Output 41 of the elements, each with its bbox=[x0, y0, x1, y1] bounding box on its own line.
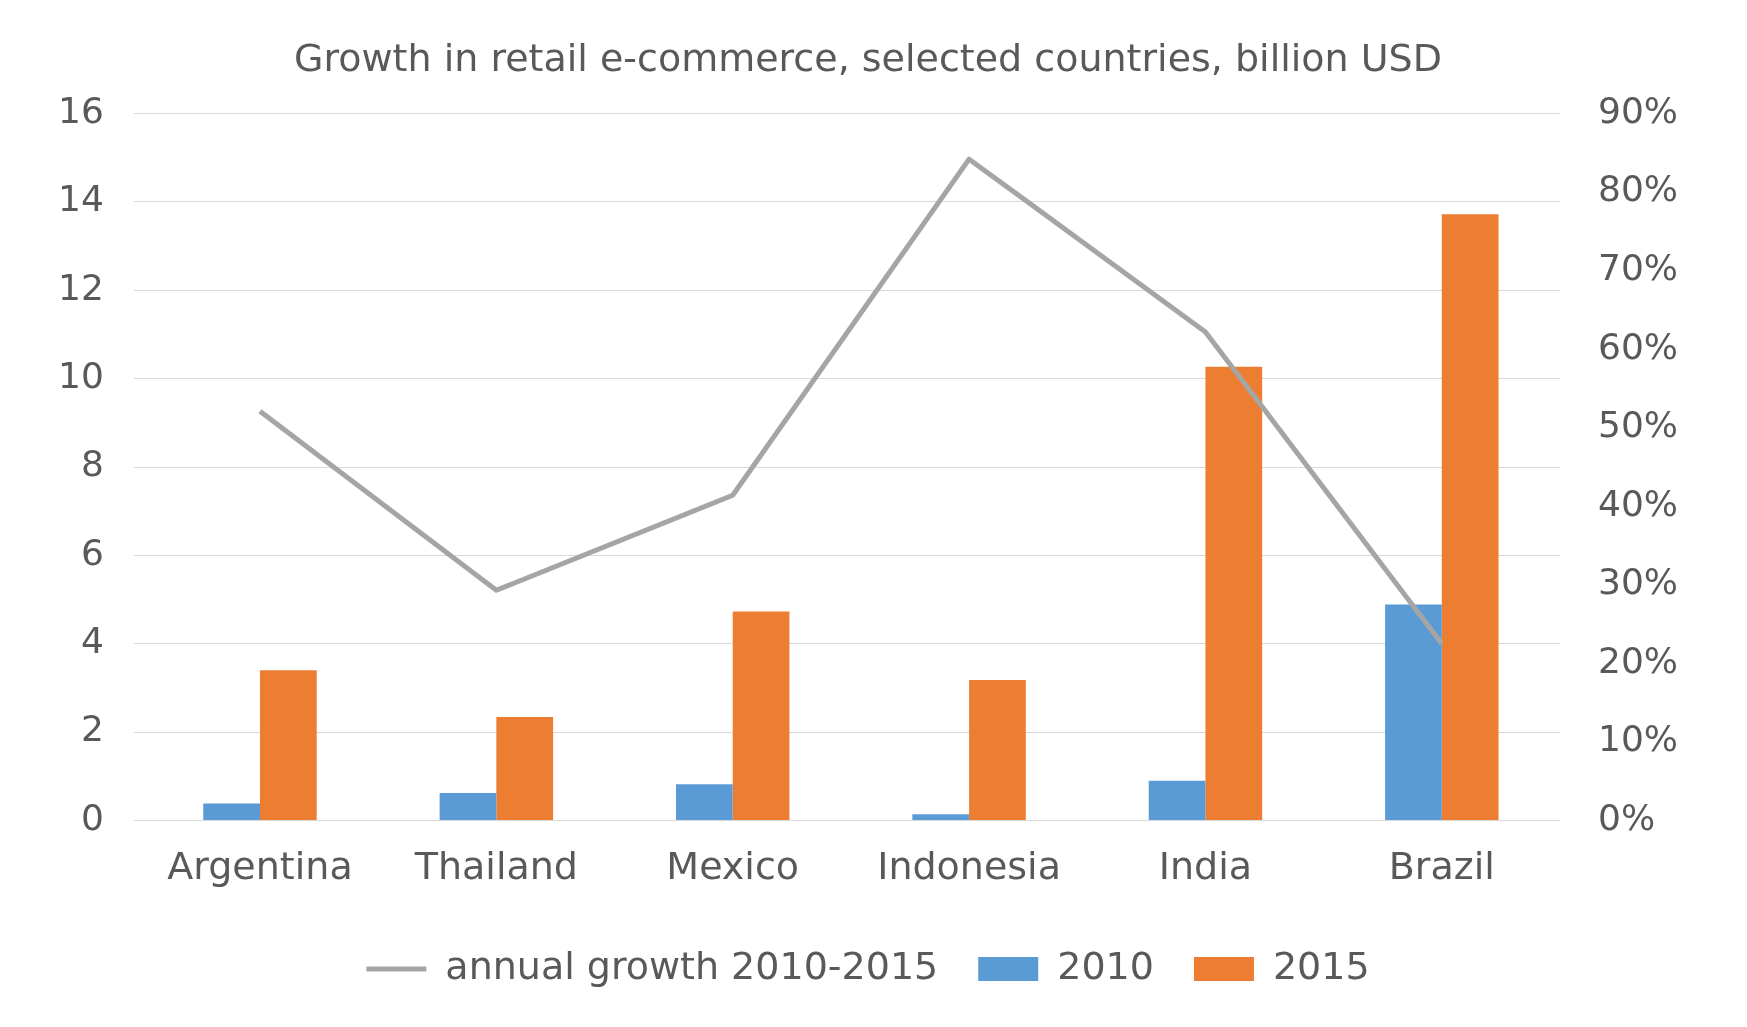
x-tick-label: India bbox=[1158, 844, 1253, 889]
bar bbox=[496, 717, 554, 820]
y2-tick-label: 90% bbox=[1597, 89, 1678, 131]
bar bbox=[732, 611, 790, 820]
y-tick-label: 16 bbox=[58, 89, 104, 131]
bar bbox=[675, 784, 733, 820]
bar bbox=[1148, 780, 1206, 820]
bar bbox=[203, 803, 260, 820]
y-tick-label: 2 bbox=[80, 708, 104, 750]
x-tick-label: Mexico bbox=[666, 844, 800, 889]
y2-tick-label: 40% bbox=[1597, 482, 1678, 524]
y-tick-label: 12 bbox=[58, 266, 104, 308]
y-tick-label: 8 bbox=[80, 443, 104, 485]
y2-tick-label: 70% bbox=[1597, 247, 1678, 289]
bar bbox=[439, 793, 497, 820]
x-tick-label: Brazil bbox=[1388, 844, 1495, 889]
y2-tick-label: 10% bbox=[1597, 718, 1678, 760]
y2-tick-label: 80% bbox=[1597, 168, 1678, 210]
y-tick-label: 10 bbox=[58, 355, 104, 397]
y2-tick-label: 20% bbox=[1597, 639, 1678, 681]
bar bbox=[259, 670, 317, 820]
x-tick-label: Thailand bbox=[413, 844, 578, 889]
y-tick-label: 0 bbox=[80, 796, 104, 838]
y2-tick-label: 50% bbox=[1597, 404, 1678, 446]
x-tick-label: Argentina bbox=[167, 844, 353, 889]
y2-tick-label: 0% bbox=[1597, 796, 1656, 838]
chart-title: Growth in retail e-commerce, selected countries, billion USD bbox=[294, 35, 1442, 80]
bar bbox=[1205, 366, 1263, 820]
y-tick-label: 4 bbox=[80, 620, 104, 662]
y-tick-label: 6 bbox=[80, 531, 104, 573]
y2-tick-label: 60% bbox=[1597, 325, 1678, 367]
y-tick-label: 14 bbox=[58, 178, 104, 220]
legend-label: annual growth 2010-2015 bbox=[445, 943, 939, 988]
bar bbox=[969, 679, 1026, 820]
x-tick-label: Indonesia bbox=[877, 844, 1061, 889]
legend-label: 2015 bbox=[1272, 943, 1370, 988]
y2-tick-label: 30% bbox=[1597, 561, 1678, 603]
legend-label: 2010 bbox=[1057, 943, 1154, 988]
bar bbox=[912, 814, 970, 820]
bar bbox=[1441, 214, 1499, 820]
bar bbox=[1385, 604, 1442, 820]
